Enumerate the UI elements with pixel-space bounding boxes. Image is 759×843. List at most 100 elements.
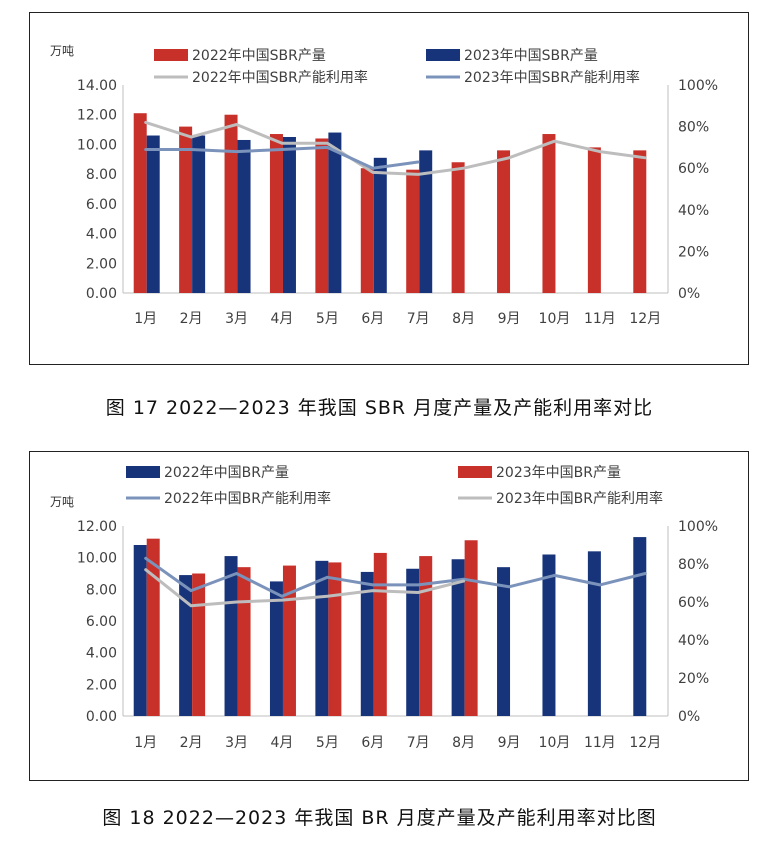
- sbr-y-tick-label: 10.00: [77, 137, 117, 153]
- sbr-x-tick-label: 8月: [452, 311, 475, 327]
- sbr-y-tick-label: 12.00: [77, 108, 117, 124]
- sbr-y-tick-label: 4.00: [86, 227, 117, 243]
- br-legend-label-0: 2022年中国BR产量: [164, 465, 289, 481]
- br-chart-caption: 图 18 2022—2023 年我国 BR 月度产量及产能利用率对比图: [102, 807, 657, 829]
- sbr-x-tick-label: 12月: [629, 311, 661, 327]
- br-bar-s1-2: [192, 573, 206, 716]
- sbr-bar-s0-9: [497, 150, 511, 293]
- sbr-x-tick-label: 7月: [407, 311, 430, 327]
- sbr-x-tick-label: 6月: [361, 311, 384, 327]
- sbr-x-tick-label: 9月: [498, 311, 521, 327]
- br-legend-label-2: 2022年中国BR产能利用率: [164, 490, 331, 507]
- br-legend-label-1: 2023年中国BR产量: [496, 465, 621, 481]
- br-line-s2: [144, 556, 647, 598]
- br-bar-s0-6: [360, 571, 374, 716]
- sbr-y-tick-label: 0.00: [86, 286, 117, 302]
- sbr-bar-s0-12: [633, 150, 647, 293]
- br-bar-s1-3: [237, 567, 251, 716]
- sbr-y2-tick-label: 40%: [678, 203, 709, 219]
- sbr-chart: 万吨 14.00 12.00 10.00 8.00 6.00 4.00 2.00 0.00 100…: [50, 44, 718, 327]
- sbr-y2-tick-label: 80%: [678, 120, 709, 136]
- br-x-tick-label: 3月: [225, 735, 248, 751]
- sbr-y2-tick-label: 60%: [678, 161, 709, 177]
- br-y2-tick-label: 80%: [678, 557, 709, 573]
- br-bar-s0-8: [451, 559, 465, 716]
- br-unit-label: 万吨: [50, 495, 74, 509]
- sbr-y2-tick-label: 100%: [678, 78, 718, 94]
- br-line-s3: [144, 568, 466, 608]
- br-x-tick-label: 9月: [498, 735, 521, 751]
- sbr-y-tick-label: 8.00: [86, 167, 117, 183]
- br-x-tick-label: 2月: [180, 735, 203, 751]
- sbr-x-tick-label: 2月: [180, 311, 203, 327]
- sbr-bar-s0-4: [269, 134, 283, 293]
- br-x-tick-label: 1月: [134, 735, 157, 751]
- sbr-x-tick-label: 10月: [539, 311, 571, 327]
- sbr-y2-tick-label: 20%: [678, 244, 709, 260]
- sbr-bar-s0-5: [315, 138, 329, 293]
- br-bar-s0-10: [542, 554, 556, 716]
- br-bar-s0-3: [224, 556, 238, 716]
- sbr-y-tick-label: 6.00: [86, 197, 117, 213]
- sbr-bar-s1-1: [146, 135, 160, 293]
- br-legend-label-3: 2023年中国BR产能利用率: [496, 490, 663, 507]
- br-bar-s0-11: [587, 551, 601, 716]
- sbr-bar-s1-5: [328, 132, 342, 293]
- br-x-tick-label: 6月: [361, 735, 384, 751]
- br-bar-s1-7: [419, 556, 433, 716]
- br-bar-s0-4: [269, 581, 283, 716]
- br-y-tick-label: 10.00: [77, 551, 117, 567]
- br-bar-s1-1: [146, 538, 160, 716]
- br-x-tick-label: 7月: [407, 735, 430, 751]
- br-bar-s0-1: [133, 545, 147, 716]
- br-y2-tick-label: 60%: [678, 595, 709, 611]
- sbr-legend-label-3: 2023年中国SBR产能利用率: [464, 69, 640, 86]
- sbr-x-tick-label: 1月: [134, 311, 157, 327]
- br-x-tick-label: 10月: [539, 735, 571, 751]
- sbr-bar-s0-11: [587, 147, 601, 293]
- sbr-chart-panel: 万吨 14.00 12.00 10.00 8.00 6.00 4.00 2.00 0.00 100…: [29, 12, 749, 365]
- br-legend-swatch-1: [458, 466, 492, 478]
- br-chart-panel: 万吨 12.00 10.00 8.00 6.00 4.00 2.00 0.00 100% 80% 6…: [29, 451, 749, 781]
- br-bar-s1-8: [464, 540, 478, 716]
- sbr-legend-label-1: 2023年中国SBR产量: [464, 48, 598, 64]
- sbr-y-tick-label: 14.00: [77, 78, 117, 94]
- br-y-tick-label: 2.00: [86, 677, 117, 693]
- br-bar-s1-6: [373, 552, 387, 716]
- br-x-tick-label: 12月: [629, 735, 661, 751]
- br-legend-swatch-0: [126, 466, 160, 478]
- sbr-line-s2: [144, 120, 647, 176]
- br-y-tick-label: 8.00: [86, 582, 117, 598]
- br-y2-tick-label: 20%: [678, 671, 709, 687]
- sbr-bar-s1-7: [419, 150, 433, 293]
- sbr-bar-s0-2: [179, 126, 193, 293]
- br-y-tick-label: 0.00: [86, 709, 117, 725]
- sbr-bar-s1-2: [192, 135, 206, 293]
- sbr-chart-caption: 图 17 2022—2023 年我国 SBR 月度产量及产能利用率对比: [105, 397, 654, 419]
- br-x-tick-label: 4月: [270, 735, 293, 751]
- br-x-tick-label: 8月: [452, 735, 475, 751]
- br-bar-s0-2: [179, 575, 193, 716]
- sbr-bar-s1-6: [373, 157, 387, 293]
- br-x-tick-label: 5月: [316, 735, 339, 751]
- sbr-x-tick-label: 11月: [584, 311, 616, 327]
- br-y2-tick-label: 100%: [678, 519, 718, 535]
- br-bar-s1-4: [282, 565, 296, 716]
- sbr-bar-s0-1: [133, 113, 147, 293]
- br-bar-s0-12: [633, 537, 647, 716]
- br-y-tick-label: 4.00: [86, 646, 117, 662]
- sbr-legend-label-0: 2022年中国SBR产量: [192, 48, 326, 64]
- sbr-bar-s0-7: [406, 169, 420, 293]
- sbr-legend-swatch-1: [426, 49, 460, 61]
- br-bar-s0-9: [497, 567, 511, 716]
- sbr-legend-swatch-0: [154, 49, 188, 61]
- sbr-x-tick-label: 5月: [316, 311, 339, 327]
- br-bar-s1-5: [328, 562, 342, 716]
- sbr-bar-s0-3: [224, 114, 238, 293]
- sbr-bar-s1-4: [282, 137, 296, 293]
- br-y-tick-label: 6.00: [86, 614, 117, 630]
- br-x-tick-label: 11月: [584, 735, 616, 751]
- sbr-bar-s1-3: [237, 139, 251, 293]
- sbr-unit-label: 万吨: [50, 44, 74, 58]
